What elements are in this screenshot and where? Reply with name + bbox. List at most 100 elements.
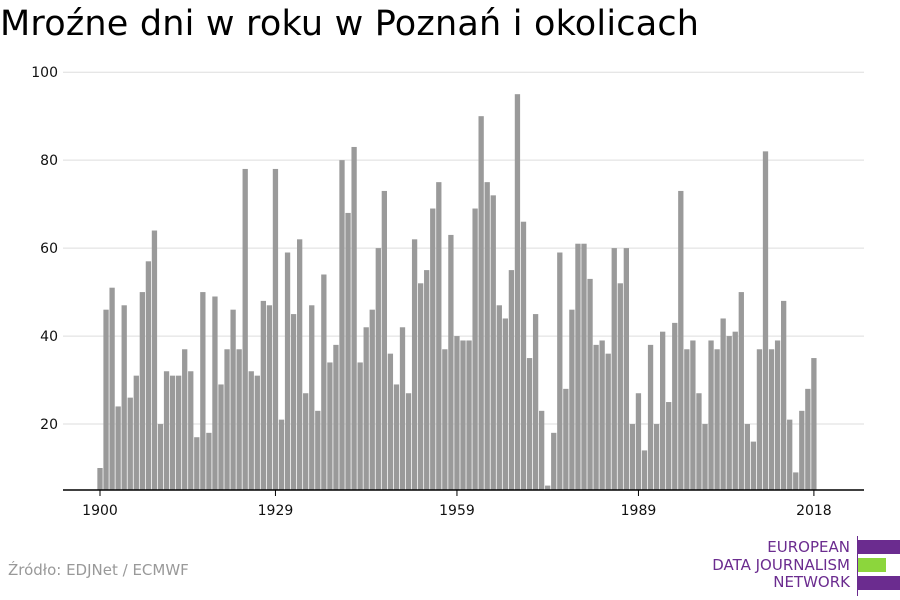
y-axis-tick-labels: 20 40 60 80 100 — [31, 65, 58, 433]
bar — [762, 151, 769, 491]
y-tick-label: 100 — [31, 65, 58, 81]
bar — [169, 375, 176, 490]
bar — [478, 116, 484, 491]
bar — [206, 432, 212, 490]
bar — [617, 283, 623, 490]
chart-title: Mroźne dni w roku w Poznań i okolicach — [0, 4, 700, 44]
bar — [194, 437, 200, 490]
bar — [236, 349, 242, 490]
bar — [381, 190, 387, 490]
bar — [424, 270, 430, 490]
bar — [599, 340, 605, 490]
bar — [696, 393, 702, 490]
bar — [145, 261, 152, 490]
bar — [430, 208, 436, 490]
bar — [224, 349, 230, 490]
y-tick-label: 80 — [40, 153, 58, 169]
bar — [454, 336, 460, 490]
bar — [363, 327, 369, 490]
bar — [297, 239, 303, 490]
bar — [520, 221, 527, 490]
logo-line-1: EUROPEAN — [767, 538, 850, 556]
bar — [575, 243, 581, 490]
bar — [442, 349, 448, 490]
bar — [805, 388, 811, 490]
bar — [708, 340, 714, 490]
bar — [768, 349, 775, 490]
bar — [357, 362, 363, 490]
bar — [641, 450, 648, 490]
y-tick-label: 20 — [40, 417, 58, 433]
bar — [97, 468, 103, 490]
bar — [411, 239, 418, 490]
bar — [278, 419, 285, 490]
logo-line-3: NETWORK — [773, 573, 850, 591]
bar — [315, 410, 321, 490]
bar — [514, 94, 521, 491]
bar — [508, 270, 515, 490]
bar — [387, 353, 394, 490]
bar — [303, 393, 309, 490]
bar — [605, 353, 611, 490]
bar — [611, 248, 617, 490]
bar — [750, 441, 757, 490]
bar — [272, 168, 279, 490]
bar — [720, 318, 726, 490]
bar — [666, 402, 672, 490]
bar — [569, 309, 575, 490]
y-tick-label: 40 — [40, 329, 58, 345]
bar — [176, 375, 182, 490]
bar — [200, 292, 206, 490]
bar — [557, 252, 563, 490]
x-tick-label: 2018 — [796, 503, 832, 519]
bar — [448, 234, 454, 490]
bar — [399, 327, 406, 490]
bar — [230, 309, 236, 490]
bar — [369, 309, 375, 490]
bar — [218, 384, 224, 490]
bar — [333, 344, 339, 490]
bar — [466, 340, 472, 490]
logo-bar-top — [858, 540, 900, 554]
bar — [290, 314, 297, 490]
bar — [532, 314, 539, 490]
bar — [157, 424, 164, 490]
bar — [581, 243, 587, 490]
bar — [248, 371, 254, 490]
edjnet-logo: EUROPEAN DATA JOURNALISM NETWORK — [700, 536, 900, 596]
logo-bar-middle — [858, 558, 886, 572]
bar — [623, 248, 629, 490]
bar — [793, 472, 799, 490]
bar — [109, 287, 115, 490]
source-note: Źródło: EDJNet / ECMWF — [8, 561, 189, 579]
bar — [139, 292, 145, 490]
bar — [732, 331, 738, 490]
bar — [490, 195, 496, 490]
bar — [327, 362, 333, 490]
x-axis-tick-labels: 1900 1929 1959 1989 2018 — [82, 490, 832, 519]
x-tick-label: 1900 — [82, 503, 118, 519]
bar — [321, 274, 327, 490]
bar — [188, 371, 194, 490]
bar — [309, 305, 315, 490]
bar — [738, 292, 744, 490]
bar — [212, 296, 218, 490]
bar — [484, 182, 490, 490]
bar — [472, 208, 478, 490]
x-tick-label: 1959 — [439, 503, 475, 519]
bar — [151, 230, 158, 490]
bar — [563, 388, 569, 490]
bar — [787, 419, 793, 490]
bar — [260, 300, 266, 490]
bar — [774, 340, 781, 490]
bar — [182, 349, 188, 490]
bar — [351, 146, 357, 490]
bar — [284, 252, 291, 490]
bar — [799, 410, 805, 490]
y-tick-label: 60 — [40, 241, 58, 257]
bar — [653, 424, 660, 490]
bar — [103, 309, 109, 490]
bar — [127, 397, 133, 490]
bar — [460, 340, 466, 490]
